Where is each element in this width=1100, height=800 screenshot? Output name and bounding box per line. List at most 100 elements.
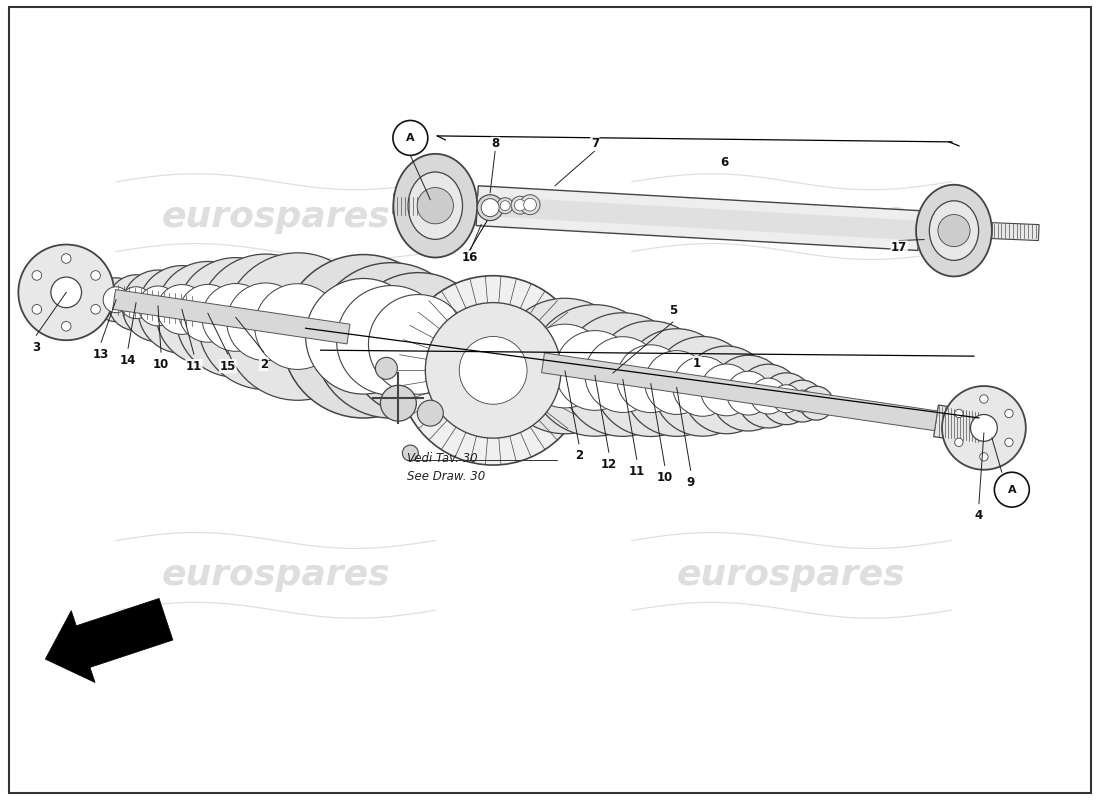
Circle shape xyxy=(138,286,178,326)
Text: 17: 17 xyxy=(891,241,908,254)
Circle shape xyxy=(737,364,801,428)
Text: A: A xyxy=(406,133,415,143)
Circle shape xyxy=(512,196,529,214)
Text: 10: 10 xyxy=(153,358,169,370)
Circle shape xyxy=(403,445,418,461)
Polygon shape xyxy=(393,194,433,216)
Circle shape xyxy=(156,262,260,365)
Text: 2: 2 xyxy=(575,450,583,462)
Circle shape xyxy=(417,187,453,224)
Text: 9: 9 xyxy=(686,476,695,489)
Polygon shape xyxy=(45,598,173,682)
Circle shape xyxy=(477,194,503,221)
Circle shape xyxy=(62,322,72,331)
Circle shape xyxy=(955,438,962,446)
Circle shape xyxy=(760,373,812,425)
Circle shape xyxy=(306,278,421,394)
Polygon shape xyxy=(541,353,937,430)
Circle shape xyxy=(108,274,164,330)
Circle shape xyxy=(791,390,813,412)
Circle shape xyxy=(32,305,42,314)
Circle shape xyxy=(652,337,752,436)
Circle shape xyxy=(980,395,988,403)
Circle shape xyxy=(32,270,42,280)
Text: Vedi Tav. 30
See Draw. 30: Vedi Tav. 30 See Draw. 30 xyxy=(407,452,485,483)
Circle shape xyxy=(255,284,341,370)
Circle shape xyxy=(701,364,752,416)
Circle shape xyxy=(202,283,270,351)
Text: 13: 13 xyxy=(94,348,109,361)
Circle shape xyxy=(556,330,635,410)
Circle shape xyxy=(524,324,607,408)
Circle shape xyxy=(223,253,372,400)
Circle shape xyxy=(157,285,207,334)
Circle shape xyxy=(368,294,469,394)
Polygon shape xyxy=(934,405,984,443)
Polygon shape xyxy=(476,196,920,241)
Circle shape xyxy=(711,355,786,431)
Circle shape xyxy=(120,286,152,318)
Circle shape xyxy=(585,337,661,413)
Circle shape xyxy=(176,258,296,378)
Circle shape xyxy=(750,378,786,414)
Polygon shape xyxy=(476,186,921,250)
Circle shape xyxy=(980,453,988,461)
Text: 7: 7 xyxy=(591,138,598,150)
Ellipse shape xyxy=(408,172,462,239)
Circle shape xyxy=(520,194,540,214)
Circle shape xyxy=(103,286,129,313)
Circle shape xyxy=(426,302,561,438)
Circle shape xyxy=(529,305,661,436)
Text: 1: 1 xyxy=(693,357,701,370)
Circle shape xyxy=(673,357,733,416)
Text: 15: 15 xyxy=(220,360,236,373)
Circle shape xyxy=(807,394,825,412)
Circle shape xyxy=(62,254,72,263)
Text: 14: 14 xyxy=(120,354,136,366)
Text: 5: 5 xyxy=(669,304,676,317)
Circle shape xyxy=(1004,410,1013,418)
Text: 10: 10 xyxy=(657,471,673,484)
Text: 11: 11 xyxy=(186,360,202,373)
Circle shape xyxy=(683,346,770,434)
Circle shape xyxy=(942,386,1026,470)
Circle shape xyxy=(459,337,527,404)
Circle shape xyxy=(623,329,730,436)
Circle shape xyxy=(198,254,333,390)
Text: eurospares: eurospares xyxy=(678,200,905,234)
Circle shape xyxy=(481,198,499,217)
Circle shape xyxy=(122,270,194,342)
Circle shape xyxy=(970,414,998,442)
Text: 16: 16 xyxy=(462,251,478,264)
Circle shape xyxy=(417,400,443,426)
Ellipse shape xyxy=(930,201,979,260)
Text: eurospares: eurospares xyxy=(162,558,390,592)
Circle shape xyxy=(497,198,513,214)
Circle shape xyxy=(282,254,446,418)
Text: 6: 6 xyxy=(720,156,728,170)
Circle shape xyxy=(515,199,526,211)
Text: 12: 12 xyxy=(601,458,617,470)
Circle shape xyxy=(375,358,397,379)
Circle shape xyxy=(617,345,684,413)
Circle shape xyxy=(227,283,305,361)
Polygon shape xyxy=(991,222,1040,241)
Circle shape xyxy=(91,305,100,314)
Circle shape xyxy=(497,298,632,434)
Text: A: A xyxy=(1008,485,1016,494)
Circle shape xyxy=(337,286,447,395)
Circle shape xyxy=(381,386,416,421)
Circle shape xyxy=(955,410,962,418)
Polygon shape xyxy=(112,284,198,327)
Circle shape xyxy=(938,214,970,246)
Text: 4: 4 xyxy=(975,509,983,522)
Circle shape xyxy=(800,386,834,420)
Text: 11: 11 xyxy=(629,465,645,478)
Text: 3: 3 xyxy=(32,341,41,354)
Text: eurospares: eurospares xyxy=(162,200,390,234)
Ellipse shape xyxy=(394,154,477,258)
Circle shape xyxy=(314,262,470,418)
Circle shape xyxy=(593,321,708,437)
Circle shape xyxy=(781,380,823,422)
Circle shape xyxy=(19,245,114,340)
